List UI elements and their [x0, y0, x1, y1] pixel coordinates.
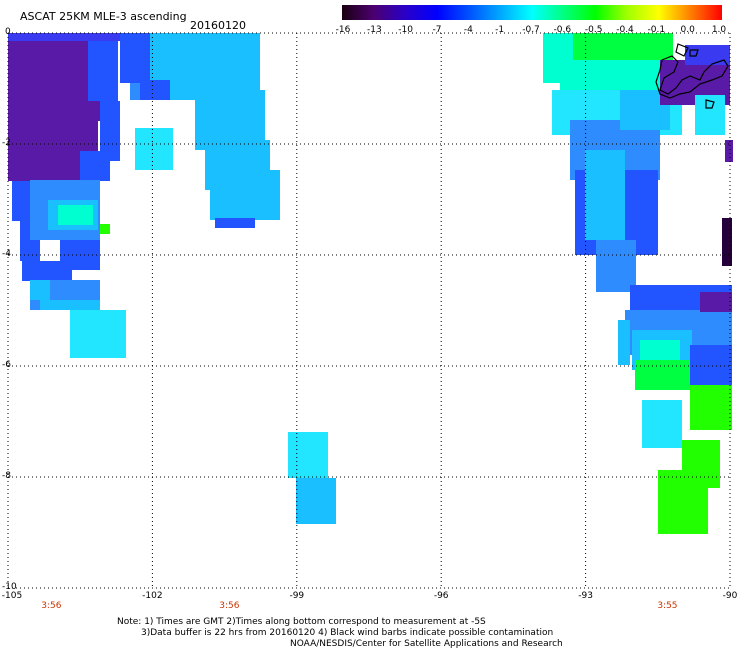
swath-cell: [58, 205, 93, 225]
colorbar-tick-label: -1: [495, 25, 505, 35]
colorbar-tick-label: -10: [398, 25, 414, 35]
note-line-1: Note: 1) Times are GMT 2)Times along bot…: [117, 617, 486, 627]
swath-cell: [288, 432, 328, 478]
swath-cell: [12, 181, 32, 221]
wind-swath-data: [8, 33, 733, 534]
colorbar: [342, 5, 722, 20]
swath-cell: [30, 280, 50, 300]
lon-tick-label: -96: [433, 591, 449, 601]
note-line-2: 3)Data buffer is 22 hrs from 20160120 4)…: [141, 628, 554, 638]
colorbar-tick-label: -0.6: [553, 25, 572, 35]
swath-cell: [100, 101, 120, 161]
swath-cell: [88, 41, 118, 101]
colorbar-tick-label: 1.0: [711, 25, 727, 35]
colorbar-tick-label: -0.1: [647, 25, 666, 35]
swath-cell: [618, 320, 630, 365]
colorbar-tick-label: -13: [366, 25, 382, 35]
lat-tick-label: -2: [2, 138, 11, 148]
swath-cell: [120, 33, 150, 83]
pass-time-label: 3:56: [41, 601, 62, 611]
swath-cell: [725, 140, 733, 162]
swath-cell: [296, 478, 336, 524]
swath-cell: [695, 95, 725, 135]
swath-cell: [642, 400, 682, 448]
pass-time-label: 3:56: [219, 601, 240, 611]
pass-time-label: 3:55: [657, 601, 678, 611]
swath-cell: [596, 240, 636, 292]
swath-cell: [140, 80, 170, 100]
colorbar-tick-label: -0.5: [584, 25, 603, 35]
lon-tick-label: -102: [142, 591, 163, 601]
colorbar-tick-label: -0.7: [522, 25, 540, 35]
swath-cell: [135, 128, 173, 170]
lat-lon-grid: [7, 32, 731, 589]
lat-tick-label: -4: [2, 249, 11, 259]
swath-cell: [700, 292, 732, 312]
swath-cell: [658, 470, 708, 534]
lon-tick-label: -90: [722, 591, 738, 601]
island-outline: [655, 55, 729, 99]
swath-cell: [8, 121, 98, 151]
lon-tick-label: -93: [578, 591, 593, 601]
island-outline: [675, 43, 689, 57]
product-title: ASCAT 25KM MLE-3 ascending: [20, 10, 187, 23]
swath-cell: [685, 45, 730, 65]
colorbar-tick-label: -7: [432, 25, 442, 35]
lat-tick-label: -8: [2, 471, 11, 481]
island-outline: [705, 99, 715, 109]
colorbar-tick-label: -16: [335, 25, 351, 35]
swath-cell: [100, 224, 110, 234]
colorbar-tick-label: 0.0: [680, 25, 695, 35]
colorbar-tick-label: -0.4: [616, 25, 634, 35]
swath-cell: [70, 310, 126, 358]
swath-cell: [722, 218, 732, 266]
swath-cell: [690, 345, 732, 390]
date-label: 20160120: [190, 19, 246, 32]
swath-cell: [40, 300, 100, 310]
swath-cell: [215, 218, 255, 228]
swath-cell: [690, 385, 732, 430]
colorbar-gradient: [342, 5, 722, 20]
lon-tick-label: -99: [289, 591, 305, 601]
galapagos-islands: [655, 43, 729, 109]
lat-tick-label: -6: [2, 360, 11, 370]
swath-cell: [8, 151, 88, 181]
swath-cell: [210, 170, 280, 220]
lon-tick-label: -105: [1, 591, 23, 601]
swath-cell: [585, 150, 625, 240]
lat-tick-label: -10: [2, 582, 17, 592]
colorbar-tick-label: -4: [463, 25, 473, 35]
swath-cell: [80, 151, 110, 181]
lat-tick-label: 0: [5, 27, 11, 37]
note-line-3: NOAA/NESDIS/Center for Satellite Applica…: [290, 639, 563, 649]
island-outline: [689, 49, 699, 57]
swath-cell: [22, 261, 72, 281]
swath-cell: [8, 33, 120, 41]
